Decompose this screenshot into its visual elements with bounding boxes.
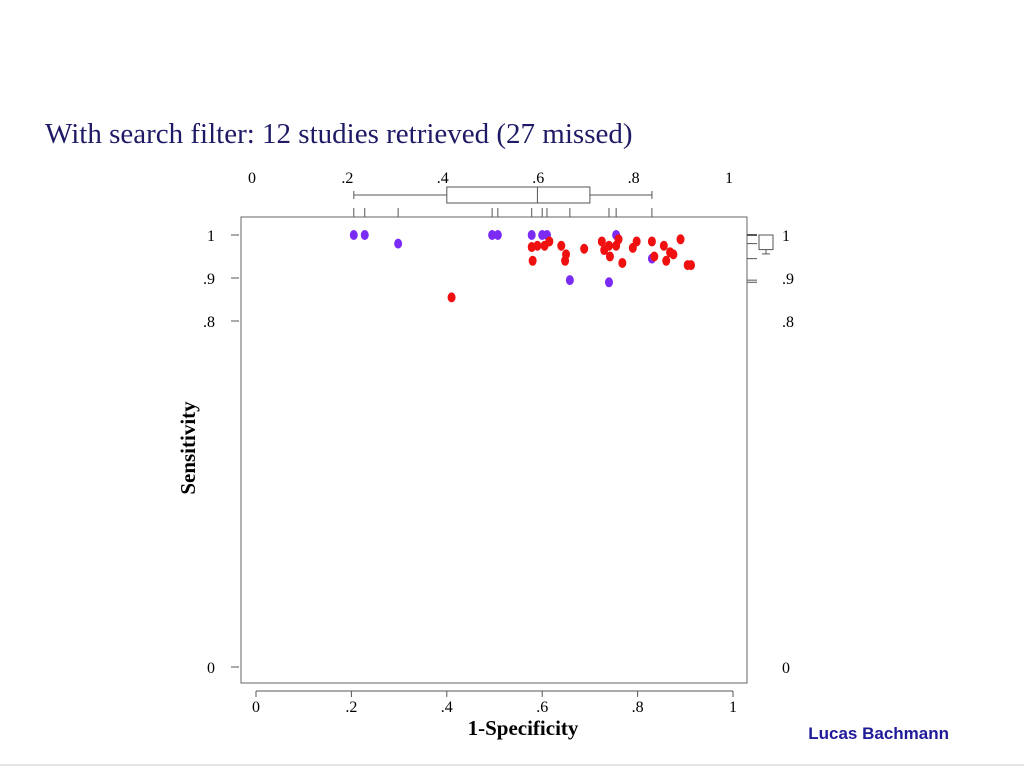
right-boxplot-box [758,234,774,251]
top-x-tick-label: 0 [248,170,256,187]
top-x-tick-label: .2 [341,170,353,187]
missed-study-point [614,234,623,245]
missed-study-point [580,243,589,254]
y-tick-label: .9 [203,271,215,288]
retrieved-study-point [349,230,358,240]
top-x-tick-label: .4 [437,170,449,187]
missed-study-point [662,255,671,266]
missed-study-point [557,240,566,251]
author-name: Lucas Bachmann [808,724,949,743]
footer-divider [0,764,1024,766]
retrieved-study-point [493,230,502,240]
missed-study-point [605,251,614,262]
top-x-tick-label: 1 [725,170,733,187]
missed-study-point [647,236,656,247]
retrieved-study-point [394,238,403,249]
retrieved-study-point [488,230,497,240]
right-y-tick-label: 0 [782,660,790,677]
missed-study-point [632,236,641,247]
top-x-tick-label: .8 [628,170,640,187]
retrieved-study-point [360,230,369,240]
right-y-tick-label: .9 [782,271,794,288]
y-tick-label: 0 [207,660,215,677]
slide-title: With search filter: 12 studies retrieved… [45,118,633,150]
missed-study-point [545,236,554,247]
x-tick-label: .6 [536,699,548,716]
right-y-tick-label: .8 [782,314,794,331]
missed-study-point [669,249,678,260]
top-x-tick-label: .6 [532,170,544,187]
missed-study-point [533,240,542,251]
plot-frame [240,216,748,684]
missed-study-point [687,260,696,271]
retrieved-study-point [527,230,536,240]
x-tick-label: .2 [345,699,357,716]
x-tick-label: .8 [632,699,644,716]
missed-study-point [650,251,659,262]
missed-study-point [528,255,537,266]
x-axis-title: 1-Specificity [468,716,579,740]
retrieved-study-point [565,275,574,286]
missed-study-point [676,234,685,245]
right-y-tick-label: 1 [782,228,790,245]
missed-study-point [618,257,627,268]
missed-study-point [659,240,668,251]
y-tick-label: .8 [203,314,215,331]
retrieved-study-point [604,277,613,288]
missed-study-point [447,292,456,303]
x-tick-label: 0 [252,699,260,716]
y-tick-label: 1 [207,228,215,245]
top-boxplot-box [446,186,591,204]
missed-study-point [561,255,570,266]
missed-study-point [597,236,606,247]
x-tick-label: .4 [441,699,453,716]
x-tick-label: 1 [729,699,737,716]
missed-study-point [604,240,613,251]
y-axis-title: Sensitivity [176,401,200,495]
